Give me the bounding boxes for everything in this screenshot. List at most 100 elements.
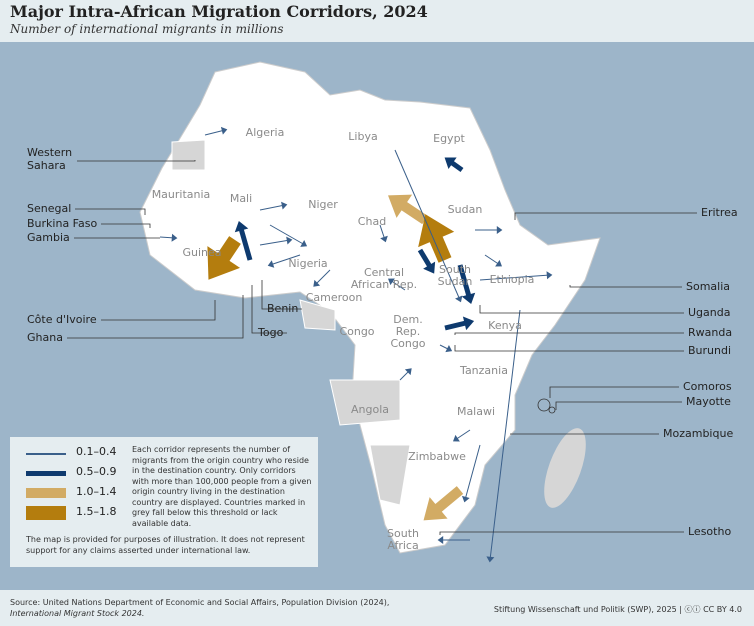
country-label: Tanzania: [460, 364, 508, 377]
legend-label: 1.0–1.4: [76, 485, 117, 498]
corridor-arrowhead: [423, 497, 448, 521]
legend-description: Each corridor represents the number of m…: [132, 445, 312, 528]
legend-label: 1.5–1.8: [76, 505, 117, 518]
external-label: Côte d'Ivoire: [27, 313, 97, 326]
map-area: Algeria Libya Egypt Mauritania Mali Niger Chad…: [0, 42, 754, 590]
external-label: Lesotho: [688, 525, 732, 538]
corridor-line: [237, 224, 253, 261]
legend-item-4: 1.5–1.8: [26, 505, 146, 521]
country-label: Sudan: [447, 203, 483, 216]
legend-swatch: [26, 471, 66, 476]
country-label: Zimbabwe: [408, 450, 466, 463]
country-label: Chad: [357, 215, 387, 228]
corridor-line: [314, 269, 331, 286]
country-label: Mali: [229, 192, 253, 205]
leader-line: [479, 305, 684, 314]
external-label: Comoros: [683, 380, 732, 393]
country-label: Algeria: [245, 126, 285, 139]
external-label: Mozambique: [663, 427, 734, 440]
leader-line: [77, 160, 196, 162]
comoros-marker: [537, 398, 551, 412]
corridor-line: [479, 274, 551, 281]
no-data-country: [369, 444, 411, 506]
external-label: Burkina Faso: [27, 217, 98, 230]
corridor-arrowhead: [267, 260, 275, 268]
corridor-arrowhead: [461, 292, 476, 305]
country-label: South Africa: [387, 527, 419, 552]
corridor-arrowhead: [444, 157, 457, 169]
country-label: Congo: [339, 325, 375, 338]
footer: Source: United Nations Department of Eco…: [0, 590, 754, 626]
external-label: Senegal: [27, 202, 72, 215]
leader-line: [101, 223, 151, 228]
no-data-country: [329, 379, 401, 426]
country-label: Guinea: [182, 246, 222, 259]
leader-line: [251, 285, 287, 334]
leader-line: [75, 208, 146, 215]
corridor-line: [457, 264, 473, 301]
country-label: Niger: [308, 198, 338, 211]
external-label: Western Sahara: [27, 146, 73, 172]
leader-line: [569, 285, 682, 288]
corridor-arrowhead: [207, 246, 241, 280]
corridor-line: [394, 149, 461, 301]
corridor-arrowhead: [462, 316, 475, 331]
corridor-arrowhead: [453, 434, 460, 442]
corridor-arrowhead: [496, 226, 503, 234]
corridor-arrowhead: [286, 236, 293, 245]
external-label: Uganda: [688, 306, 731, 319]
external-label: Gambia: [27, 231, 70, 244]
legend-swatch: [26, 453, 66, 455]
africa-map: [67, 61, 697, 563]
legend-item-2: 0.5–0.9: [26, 465, 146, 481]
corridor-arrowhead: [495, 259, 502, 267]
no-data-country: [299, 299, 336, 331]
corridor-arrowhead: [461, 495, 470, 503]
leader-line: [261, 280, 302, 310]
corridor-arrowhead: [380, 235, 388, 243]
corridor-arrowhead: [437, 536, 444, 544]
external-label: Rwanda: [688, 326, 733, 339]
external-label: Ghana: [27, 331, 63, 344]
country-label: Nigeria: [288, 257, 328, 270]
country-label: Libya: [348, 130, 378, 143]
leader-line: [514, 212, 697, 220]
corridor-arrowhead: [281, 201, 288, 210]
corridor-arrowhead: [546, 271, 553, 280]
no-data-country: [171, 139, 206, 171]
corridor-arrowhead: [445, 344, 453, 353]
corridor-line: [204, 129, 226, 136]
corridor-arrowhead: [486, 556, 495, 563]
corridor-arrowhead: [300, 239, 308, 247]
legend: 0.1–0.4 0.5–0.9 1.0–1.4 1.5–1.8 Each cor…: [10, 437, 318, 567]
country-label: Central African Rep.: [350, 266, 418, 291]
africa-landmass: [139, 61, 601, 554]
country-label: Angola: [350, 403, 390, 416]
header: Major Intra-African Migration Corridors,…: [0, 0, 754, 42]
legend-item-1: 0.1–0.4: [26, 445, 146, 461]
leader-line: [67, 295, 244, 339]
legend-disclaimer: The map is provided for purposes of illu…: [26, 535, 305, 555]
country-label: Mauritania: [151, 188, 211, 201]
corridor-line: [489, 309, 521, 561]
corridor-arrowhead: [313, 279, 321, 287]
leader-line: [101, 300, 216, 321]
external-label: Togo: [258, 326, 284, 339]
corridor-arrowhead: [220, 126, 228, 135]
corridor-arrowhead: [423, 261, 436, 274]
external-label: Burundi: [688, 344, 732, 357]
corridor-line: [269, 254, 301, 266]
credit-text: Stiftung Wissenschaft und Politik (SWP),…: [493, 605, 742, 614]
source-title: International Migrant Stock 2024.: [10, 609, 145, 618]
country-label: South Sudan: [437, 263, 473, 288]
corridor-line: [464, 444, 481, 501]
leader-line: [555, 401, 682, 410]
country-label: Egypt: [433, 132, 465, 145]
corridor-arrowhead: [455, 295, 463, 303]
legend-swatch: [26, 488, 66, 498]
leader-line: [454, 345, 684, 352]
leader-line: [549, 386, 679, 398]
corridor-arrowhead: [404, 368, 412, 376]
corridor-arrowhead: [418, 214, 455, 248]
madagascar: [544, 428, 586, 508]
